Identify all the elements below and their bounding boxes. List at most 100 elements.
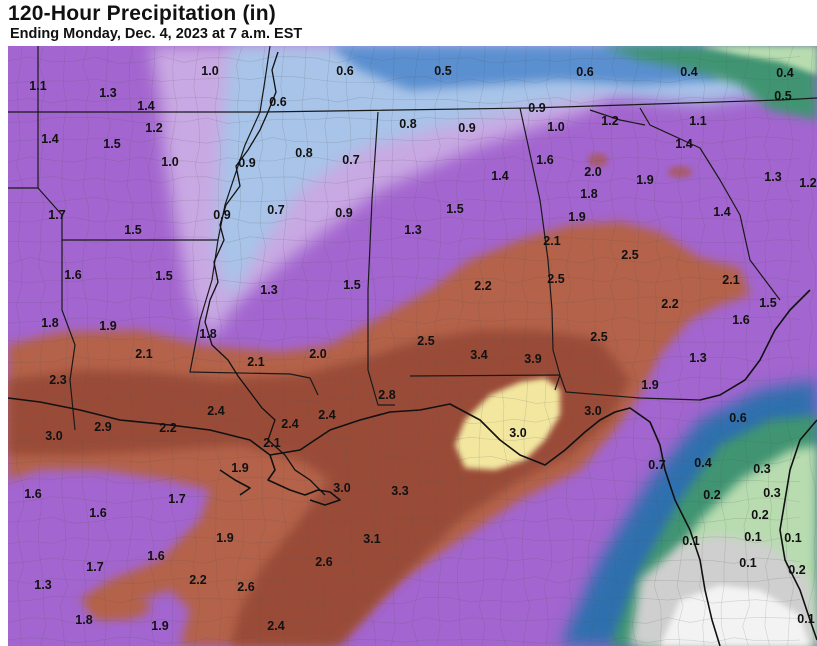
precip-value-label: 2.2 [474,279,491,293]
map-subtitle: Ending Monday, Dec. 4, 2023 at 7 a.m. ES… [10,26,303,42]
precip-value-label: 1.7 [86,560,103,574]
coastline [8,289,817,646]
precip-value-label: 1.4 [137,99,154,113]
precip-value-label: 2.4 [207,404,224,418]
precip-value-label: 1.5 [155,269,172,283]
precip-value-label: 0.6 [729,411,746,425]
precip-value-label: 1.4 [675,137,692,151]
precip-value-label: 1.9 [641,378,658,392]
precip-value-label: 1.6 [536,153,553,167]
precip-value-label: 1.5 [446,202,463,216]
precip-value-label: 1.5 [759,296,776,310]
precip-value-label: 2.0 [309,347,326,361]
precip-value-label: 3.1 [363,532,380,546]
precip-value-label: 2.5 [590,330,607,344]
precip-value-label: 3.4 [470,348,487,362]
precip-value-label: 1.3 [99,86,116,100]
precip-value-label: 0.2 [703,488,720,502]
precip-value-label: 1.4 [713,205,730,219]
precip-value-label: 1.6 [147,549,164,563]
county-boundaries [8,46,817,646]
precip-value-label: 1.9 [151,619,168,633]
precip-value-label: 2.5 [547,272,564,286]
precip-value-label: 1.6 [732,313,749,327]
precip-value-label: 2.5 [621,248,638,262]
precipitation-shading [8,46,817,646]
precip-value-label: 0.5 [774,89,791,103]
precip-value-label: 1.6 [24,487,41,501]
precip-value-label: 1.8 [199,327,216,341]
precip-value-label: 1.5 [103,137,120,151]
precip-value-label: 2.9 [94,420,111,434]
precip-value-label: 0.5 [434,64,451,78]
precip-value-label: 0.3 [753,462,770,476]
precip-value-label: 1.9 [231,461,248,475]
precip-value-label: 2.1 [247,355,264,369]
precip-value-label: 0.9 [528,101,545,115]
precip-value-label: 0.9 [238,156,255,170]
precipitation-map: 1.1 1.0 0.6 0.5 0.6 0.4 0.4 1.3 0.6 0.5 1.4 0.9 1.2 0… [8,46,817,646]
precip-value-label: 1.0 [201,64,218,78]
precip-value-label: 1.7 [168,492,185,506]
precip-value-label: 2.5 [417,334,434,348]
precip-value-label: 1.6 [89,506,106,520]
precip-value-label: 3.0 [45,429,62,443]
precip-value-label: 1.5 [343,278,360,292]
precip-value-label: 0.1 [744,530,761,544]
precip-value-label: 0.4 [776,66,793,80]
precip-value-label: 2.8 [378,388,395,402]
precip-value-label: 2.0 [584,165,601,179]
precip-value-label: 0.8 [295,146,312,160]
precip-value-label: 1.1 [29,79,46,93]
precip-value-label: 1.2 [799,176,816,190]
state-boundaries [8,46,817,431]
precip-value-label: 3.0 [509,426,526,440]
precipitation-values: 1.1 1.0 0.6 0.5 0.6 0.4 0.4 1.3 0.6 0.5 1.4 0.9 1.2 0… [24,64,816,633]
map-title: 120-Hour Precipitation (in) [8,2,276,25]
precip-value-label: 2.6 [237,580,254,594]
precip-value-label: 2.1 [543,234,560,248]
precip-value-label: 0.6 [336,64,353,78]
precip-value-label: 0.3 [763,486,780,500]
mississippi-river [204,51,326,496]
precip-value-label: 0.7 [267,203,284,217]
precip-value-label: 1.2 [601,114,618,128]
precip-value-label: 2.2 [661,297,678,311]
precip-value-label: 0.1 [739,556,756,570]
precip-value-label: 1.9 [568,210,585,224]
precip-value-label: 0.4 [694,456,711,470]
precip-value-label: 1.9 [216,531,233,545]
precip-value-label: 1.9 [636,173,653,187]
header: 120-Hour Precipitation (in) Ending Monda… [0,0,817,46]
precip-value-label: 3.0 [584,404,601,418]
precip-value-label: 2.4 [281,417,298,431]
precip-value-label: 1.5 [124,223,141,237]
precip-value-label: 1.3 [689,351,706,365]
precip-value-label: 1.8 [75,613,92,627]
precip-value-label: 0.1 [784,531,801,545]
precip-value-label: 2.3 [49,373,66,387]
precip-value-label: 2.4 [318,408,335,422]
precip-value-label: 2.4 [267,619,284,633]
precip-value-label: 1.4 [491,169,508,183]
precip-value-label: 1.1 [689,114,706,128]
precip-value-label: 2.6 [315,555,332,569]
precip-value-label: 1.0 [547,120,564,134]
precip-value-label: 3.3 [391,484,408,498]
precip-value-label: 0.8 [399,117,416,131]
precip-value-label: 0.1 [797,612,814,626]
precip-value-label: 1.4 [41,132,58,146]
precip-value-label: 0.4 [680,65,697,79]
precip-value-label: 2.1 [135,347,152,361]
precip-value-label: 2.2 [159,421,176,435]
precip-value-label: 0.2 [751,508,768,522]
precip-value-label: 0.6 [576,65,593,79]
precip-value-label: 0.2 [788,563,805,577]
precip-value-label: 2.1 [263,436,280,450]
precip-value-label: 1.0 [161,155,178,169]
precip-value-label: 1.6 [64,268,81,282]
precip-value-label: 0.6 [269,95,286,109]
precip-value-label: 1.3 [260,283,277,297]
precip-value-label: 2.2 [189,573,206,587]
precip-value-label: 1.3 [404,223,421,237]
